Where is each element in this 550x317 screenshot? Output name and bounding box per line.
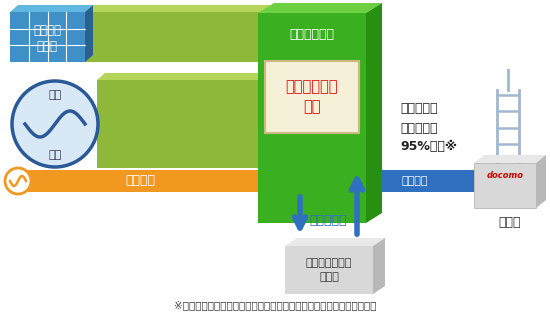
Text: リチウムイオン
蓄電池: リチウムイオン 蓄電池 bbox=[306, 258, 352, 281]
Text: 昼間電力: 昼間電力 bbox=[125, 174, 155, 187]
Circle shape bbox=[5, 168, 31, 194]
FancyBboxPatch shape bbox=[265, 61, 359, 133]
Polygon shape bbox=[270, 73, 278, 168]
Text: 夜間: 夜間 bbox=[48, 90, 62, 100]
Text: ソーラー
パネル: ソーラー パネル bbox=[33, 23, 61, 53]
Polygon shape bbox=[285, 238, 385, 246]
Bar bbox=[18, 170, 261, 192]
Polygon shape bbox=[85, 5, 93, 62]
Polygon shape bbox=[536, 155, 546, 208]
Text: 直流電力: 直流電力 bbox=[402, 176, 428, 186]
Polygon shape bbox=[85, 5, 278, 12]
Text: docomo: docomo bbox=[487, 171, 524, 179]
Text: ダブルパワー
制御: ダブルパワー 制御 bbox=[286, 80, 338, 114]
Polygon shape bbox=[373, 238, 385, 294]
Circle shape bbox=[12, 81, 98, 167]
Bar bbox=[258, 13, 366, 223]
Text: 充電／放電: 充電／放電 bbox=[309, 214, 346, 227]
Text: 基地局: 基地局 bbox=[499, 217, 521, 230]
Bar bbox=[474, 163, 536, 208]
Text: 環境負荷が
少ない電力
95%以上※: 環境負荷が 少ない電力 95%以上※ bbox=[400, 102, 457, 153]
Bar bbox=[366, 170, 474, 192]
Text: 電力: 電力 bbox=[48, 150, 62, 160]
Polygon shape bbox=[270, 5, 278, 62]
Polygon shape bbox=[258, 3, 382, 13]
Polygon shape bbox=[366, 3, 382, 223]
Polygon shape bbox=[10, 12, 85, 62]
Text: ※天候等の状況により、環境負荷が少ない電力の利用率は変動します。: ※天候等の状況により、環境負荷が少ない電力の利用率は変動します。 bbox=[174, 300, 376, 310]
Text: コントローラ: コントローラ bbox=[289, 29, 334, 42]
Polygon shape bbox=[85, 12, 270, 62]
Polygon shape bbox=[474, 155, 546, 163]
Polygon shape bbox=[10, 5, 93, 12]
Polygon shape bbox=[97, 73, 278, 80]
Polygon shape bbox=[97, 80, 270, 168]
Bar bbox=[285, 246, 373, 294]
